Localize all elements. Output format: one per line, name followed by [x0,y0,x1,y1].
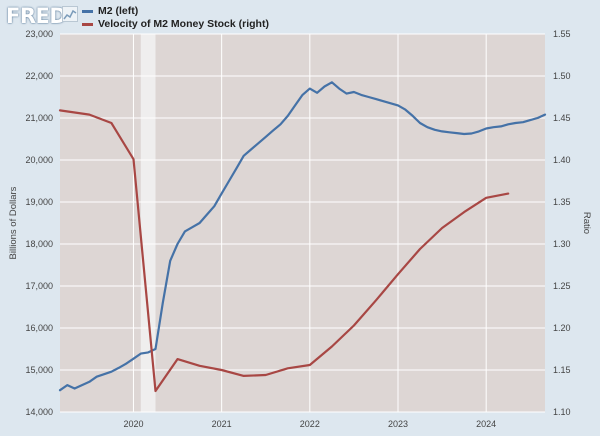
right-tick-label: 1.45 [553,113,571,123]
left-tick-label: 21,000 [25,113,53,123]
x-tick-label: 2020 [123,419,143,429]
right-tick-label: 1.20 [553,323,571,333]
legend-label-m2: M2 (left) [98,5,139,17]
recession-band [140,34,156,412]
fred-logo-chart-icon [62,6,78,22]
right-tick-label: 1.10 [553,407,571,417]
right-axis-title: Ratio [581,212,592,234]
fred-logo: FRED [6,4,67,28]
right-axis-ticks: 1.10 1.15 1.20 1.25 1.30 1.35 1.40 1.45 1.50 1.55 [553,29,571,417]
left-tick-label: 17,000 [25,281,53,291]
legend-item-velocity[interactable]: Velocity of M2 Money Stock (right) [82,17,269,31]
x-axis-ticks: 2020 2021 2022 2023 2024 [123,419,496,429]
gridlines [60,33,545,413]
right-tick-label: 1.55 [553,29,571,39]
legend-swatch-velocity [82,22,93,26]
m2-series-line [58,81,547,392]
velocity-series-line [58,109,510,393]
legend-label-velocity: Velocity of M2 Money Stock (right) [98,18,269,30]
chart-header: FRED M2 (left) Velocity of M2 Money Stoc… [0,0,600,32]
right-tick-label: 1.35 [553,197,571,207]
x-tick-label: 2023 [388,419,408,429]
legend-item-m2[interactable]: M2 (left) [82,4,138,18]
left-tick-label: 22,000 [25,71,53,81]
right-tick-label: 1.50 [553,71,571,81]
left-tick-label: 14,000 [25,407,53,417]
right-tick-label: 1.40 [553,155,571,165]
left-tick-label: 16,000 [25,323,53,333]
right-tick-label: 1.25 [553,281,571,291]
x-tick-label: 2022 [300,419,320,429]
left-axis-title: Billions of Dollars [8,186,19,259]
x-tick-label: 2021 [212,419,232,429]
left-axis-ticks: 14,000 15,000 16,000 17,000 18,000 19,000 20,0… [25,29,53,417]
series-layer [58,81,547,393]
left-tick-label: 19,000 [25,197,53,207]
left-tick-label: 18,000 [25,239,53,249]
left-tick-label: 20,000 [25,155,53,165]
right-tick-label: 1.30 [553,239,571,249]
left-tick-label: 15,000 [25,365,53,375]
right-tick-label: 1.15 [553,365,571,375]
plot-area [60,34,545,412]
left-tick-label: 23,000 [25,29,53,39]
legend-swatch-m2 [82,9,93,13]
x-tick-label: 2024 [476,419,496,429]
